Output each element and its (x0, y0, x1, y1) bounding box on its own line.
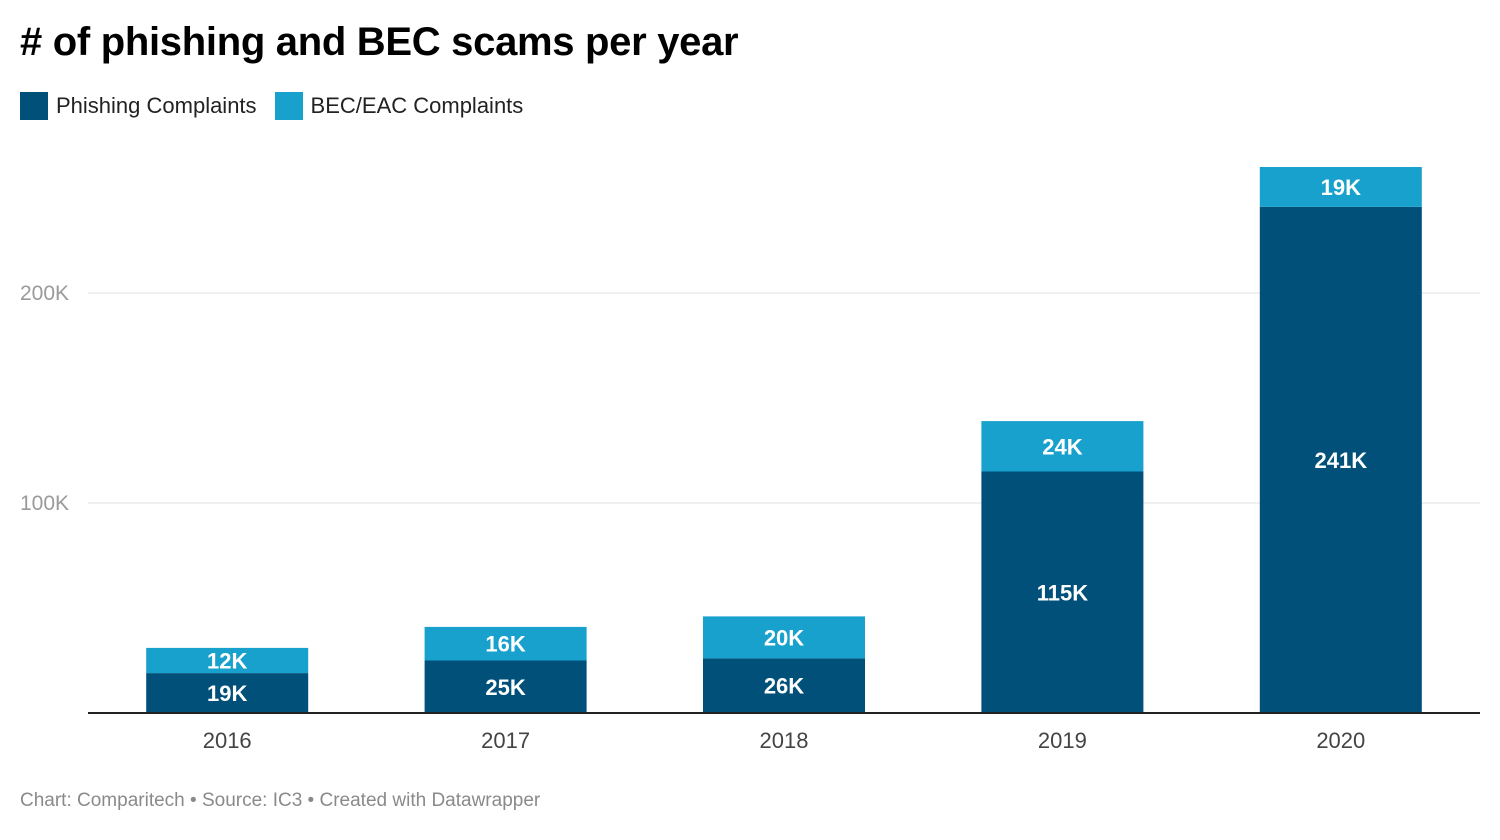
footer-separator: • (184, 790, 202, 811)
data-label-bec: 12K (207, 649, 247, 674)
footer-chart-credit: Chart: Comparitech (20, 790, 185, 811)
bar-bec-2016 (146, 647, 309, 674)
data-label-bec: 16K (485, 632, 525, 657)
data-label-phishing: 25K (485, 675, 525, 700)
bar-phishing-2018 (703, 658, 865, 713)
data-label-bec: 24K (1042, 434, 1082, 459)
data-label-phishing: 19K (207, 681, 247, 706)
legend-item-phishing: Phishing Complaints (20, 92, 257, 120)
labels-layer: 19K 12K 25K 16K 26K 20K 115K 24K 241K 19K (207, 175, 1367, 706)
x-tick-label: 2018 (760, 728, 809, 753)
bar-phishing-2019 (981, 471, 1144, 713)
bar-phishing-2016 (146, 673, 309, 713)
bars-layer (146, 167, 1422, 713)
data-label-phishing: 115K (1037, 580, 1088, 605)
legend-swatch-phishing (20, 92, 48, 120)
footer-separator: • (302, 790, 320, 811)
bar-bec-2017 (424, 626, 587, 661)
data-label-bec: 20K (764, 625, 804, 650)
bar-phishing-2017 (424, 660, 587, 713)
legend-swatch-bec (274, 92, 303, 120)
bar-phishing-2020 (1259, 206, 1422, 713)
y-tick-label: 200K (20, 282, 69, 305)
legend-label-phishing: Phishing Complaints (56, 93, 257, 118)
chart-footer: Chart: Comparitech • Source: IC3 • Creat… (20, 790, 540, 812)
footer-source: Source: IC3 (201, 790, 303, 811)
x-tick-label: 2019 (1038, 728, 1087, 753)
bar-bec-2018 (703, 616, 865, 659)
legend-label-bec: BEC/EAC Complaints (310, 93, 524, 118)
x-tick-label: 2016 (203, 728, 252, 753)
chart-legend: Phishing Complaints BEC/EAC Complaints (20, 90, 541, 122)
x-tick-label: 2017 (481, 728, 530, 753)
data-label-bec: 19K (1321, 175, 1361, 200)
legend-item-bec: BEC/EAC Complaints (274, 92, 524, 120)
x-tick-label: 2020 (1316, 728, 1365, 753)
footer-created-with: Created with Datawrapper (319, 790, 541, 811)
y-tick-label: 100K (20, 492, 69, 515)
bar-bec-2019 (981, 421, 1144, 472)
data-label-phishing: 241K (1315, 448, 1368, 473)
bar-bec-2020 (1259, 167, 1422, 207)
chart-title: # of phishing and BEC scams per year (20, 20, 739, 64)
data-label-phishing: 26K (764, 674, 804, 699)
grid-layer: 100K 200K (20, 282, 1480, 515)
axis-layer: 2016 2017 2018 2019 2020 (88, 712, 1480, 753)
